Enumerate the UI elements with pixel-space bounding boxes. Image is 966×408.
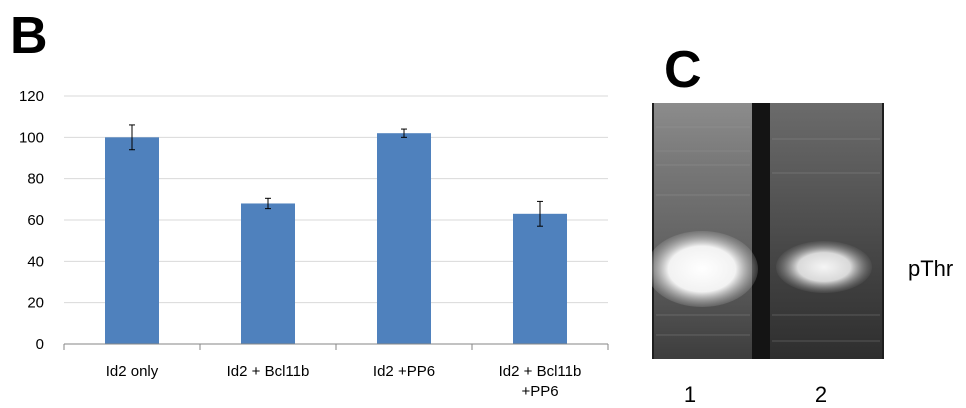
y-tick-label: 60 [27,212,44,229]
x-category-label: Id2 +PP6 [373,363,435,380]
blot-lanes [652,103,884,359]
y-axis-ticks: 0 20 40 60 80 100 120 [19,88,44,353]
y-tick-label: 80 [27,171,44,188]
bar [513,213,567,344]
western-blot-image [652,103,884,359]
lane-1-smear [654,103,752,359]
y-tick-label: 120 [19,88,44,105]
band-label: pThr [908,256,954,281]
bar [377,133,431,344]
bar [241,203,295,344]
x-category-label: Id2 only [106,363,159,380]
error-bars [129,124,543,227]
x-axis-labels: Id2 only Id2 + Bcl11b Id2 +PP6 Id2 + Bcl11b… [106,363,582,400]
panel-c-label: C [664,41,702,99]
lane-label-1: 1 [683,382,697,407]
y-tick-label: 20 [27,295,44,312]
lane-2-smear [770,103,882,359]
y-tick-label: 0 [36,336,44,353]
x-category-label: Id2 + Bcl11b +PP6 [499,363,582,400]
panel-b-label: B [10,7,48,65]
lane-1-band [652,231,758,307]
x-category-label: Id2 + Bcl11b [227,363,310,380]
chart-bars [105,133,567,344]
y-tick-label: 100 [19,129,44,146]
lane-label-2: 2 [814,382,828,407]
y-tick-label: 40 [27,253,44,270]
lane-2-band [776,241,872,293]
bar [105,137,159,344]
